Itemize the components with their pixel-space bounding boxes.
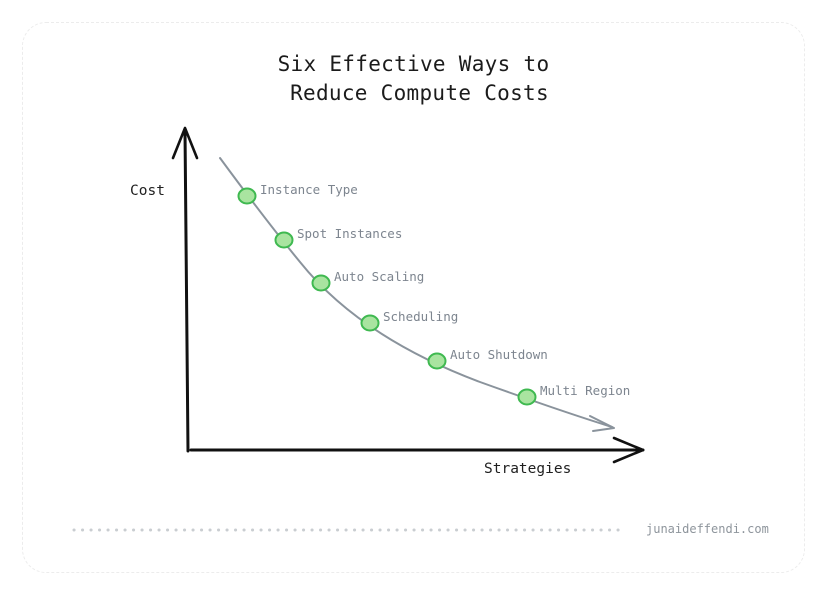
- point-marker: [311, 274, 331, 292]
- point-2: Spot Instances: [274, 226, 402, 249]
- point-label: Multi Region: [540, 383, 630, 398]
- card-frame: [22, 22, 805, 573]
- point-3: Auto Scaling: [311, 269, 424, 292]
- point-label: Scheduling: [383, 309, 458, 324]
- title-line-2: Reduce Compute Costs: [290, 81, 549, 105]
- y-axis-label: Cost: [130, 183, 165, 199]
- point-marker: [517, 388, 537, 406]
- point-4: Scheduling: [360, 309, 458, 332]
- point-label: Auto Shutdown: [450, 347, 548, 362]
- y-axis: [171, 126, 199, 453]
- point-label: Instance Type: [260, 182, 358, 197]
- point-6: Multi Region: [517, 383, 630, 406]
- footer-dotted-divider: [72, 528, 627, 532]
- title-line-1: Six Effective Ways to: [277, 52, 550, 76]
- point-marker: [360, 314, 380, 332]
- point-marker: [237, 187, 257, 205]
- points-layer: Instance Type Spot Instances Auto Scaling S…: [237, 182, 630, 406]
- footer-site: junaideffendi.com: [646, 522, 769, 536]
- point-marker: [427, 352, 447, 370]
- point-label: Auto Scaling: [334, 269, 424, 284]
- point-label: Spot Instances: [297, 226, 402, 241]
- point-5: Auto Shutdown: [427, 347, 548, 370]
- point-marker: [274, 231, 294, 249]
- point-1: Instance Type: [237, 182, 358, 205]
- x-axis: [189, 436, 645, 464]
- x-axis-label: Strategies: [484, 461, 572, 477]
